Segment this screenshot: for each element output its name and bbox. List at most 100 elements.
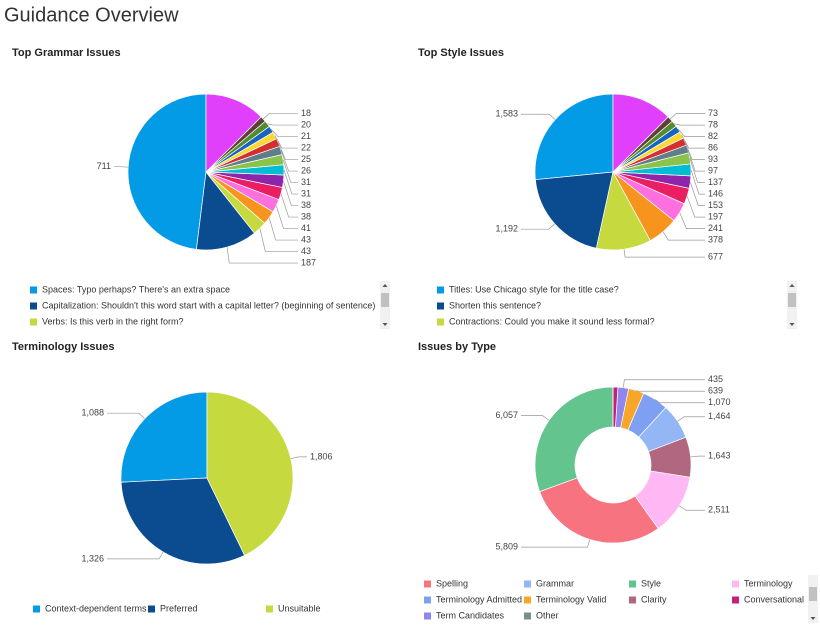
leader-line — [622, 379, 705, 388]
leader-line — [677, 416, 705, 422]
leader-line — [521, 539, 591, 548]
leader-line — [677, 128, 705, 137]
legend-swatch — [629, 596, 636, 604]
leader-line — [282, 159, 298, 183]
legend-label: Terminology Admitted — [436, 594, 522, 604]
legend-swatch — [732, 596, 739, 604]
leader-line — [274, 135, 298, 149]
leader-line — [674, 123, 705, 126]
slice-label: 153 — [708, 200, 723, 210]
leader-line — [271, 129, 298, 137]
slice-label: 5,809 — [495, 541, 518, 551]
slice — [539, 477, 659, 544]
slice-label: 43 — [301, 234, 311, 244]
slice-label: 38 — [301, 211, 311, 221]
slice-label: 2,511 — [708, 505, 730, 515]
legend-swatch — [424, 612, 431, 620]
slice-label: 378 — [708, 234, 723, 244]
legend-swatch — [732, 580, 739, 588]
slice-label: 20 — [301, 119, 311, 129]
chart-title: Issues by Type — [418, 341, 496, 353]
legend-label: Context-dependent terms — [45, 603, 147, 613]
leader-line — [521, 113, 556, 120]
leader-line — [623, 249, 705, 258]
slice — [206, 391, 294, 556]
legend-swatch — [424, 596, 431, 604]
slice-label: 31 — [301, 177, 311, 187]
slice — [120, 477, 246, 565]
legend-label: Clarity — [641, 594, 667, 604]
leader-line — [267, 123, 298, 126]
slice — [612, 93, 669, 173]
scrollbar-thumb — [788, 293, 796, 307]
legend-swatch — [148, 605, 155, 613]
slice-label: 43 — [301, 246, 311, 256]
slice-label: 93 — [708, 154, 718, 164]
leader-line — [655, 399, 705, 404]
scroll-down — [810, 617, 816, 620]
slice-label: 1,192 — [495, 224, 518, 234]
legend-label: Verbs: Is this verb in the right form? — [42, 316, 184, 326]
slice — [205, 93, 262, 173]
leader-line — [679, 505, 705, 511]
leader-line — [690, 169, 705, 195]
slice-label: 137 — [708, 177, 723, 187]
scroll-down — [789, 323, 795, 326]
legend-swatch — [424, 580, 431, 588]
leader-line — [679, 212, 705, 229]
legend-label: Titles: Use Chicago style for the title … — [449, 284, 619, 294]
slice — [534, 386, 614, 493]
slice-label: 21 — [301, 131, 311, 141]
legend-label: Spaces: Typo perhaps? There's an extra s… — [42, 284, 230, 294]
slice-label: 26 — [301, 165, 311, 175]
slice — [534, 93, 614, 181]
slice-label: 639 — [708, 386, 723, 396]
leader-line — [521, 415, 550, 421]
leader-line — [690, 182, 705, 206]
legend-swatch — [437, 318, 444, 326]
legend-label: Terminology Valid — [536, 594, 606, 604]
leader-line — [687, 148, 705, 172]
slice-label: 41 — [301, 223, 311, 233]
legend-swatch — [629, 580, 636, 588]
leader-line — [690, 455, 705, 458]
chart-title: Top Grammar Issues — [12, 47, 121, 59]
legend-label: Grammar — [536, 578, 574, 588]
slice-label: 187 — [301, 257, 316, 267]
slice-label: 435 — [708, 374, 723, 384]
scroll-up — [789, 284, 795, 287]
leader-line — [275, 205, 298, 229]
slice-label: 22 — [301, 142, 311, 152]
leader-line — [681, 134, 705, 149]
slice-label: 1,070 — [708, 397, 731, 407]
leader-line — [280, 150, 298, 172]
slice-label: 1,643 — [708, 450, 731, 460]
slice — [127, 93, 207, 250]
slice-label: 18 — [301, 108, 311, 118]
legend-label: Preferred — [160, 603, 198, 613]
slice-label: 1,464 — [708, 411, 731, 421]
leader-line — [636, 390, 705, 392]
chart-title: Top Style Issues — [418, 47, 504, 59]
slice-label: 31 — [301, 188, 311, 198]
leader-line — [283, 169, 298, 195]
legend-swatch — [524, 612, 531, 620]
slice-label: 1,806 — [310, 451, 333, 461]
leader-line — [290, 456, 307, 460]
slice-label: 97 — [708, 165, 718, 175]
legend-label: Conversational — [744, 594, 804, 604]
slice-label: 197 — [708, 211, 723, 221]
leader-line — [521, 223, 555, 230]
leader-line — [262, 113, 298, 120]
legend-swatch — [30, 302, 37, 310]
slice-label: 78 — [708, 119, 718, 129]
legend-label: Terminology — [744, 578, 793, 588]
slice-label: 1,326 — [81, 553, 104, 563]
legend-swatch — [524, 580, 531, 588]
legend-swatch — [524, 596, 531, 604]
leader-line — [283, 181, 298, 206]
legend-label: Shorten this sentence? — [449, 300, 541, 310]
slice-label: 241 — [708, 223, 723, 233]
page-title: Guidance Overview — [4, 4, 179, 26]
slice-label: 1,583 — [495, 109, 518, 119]
